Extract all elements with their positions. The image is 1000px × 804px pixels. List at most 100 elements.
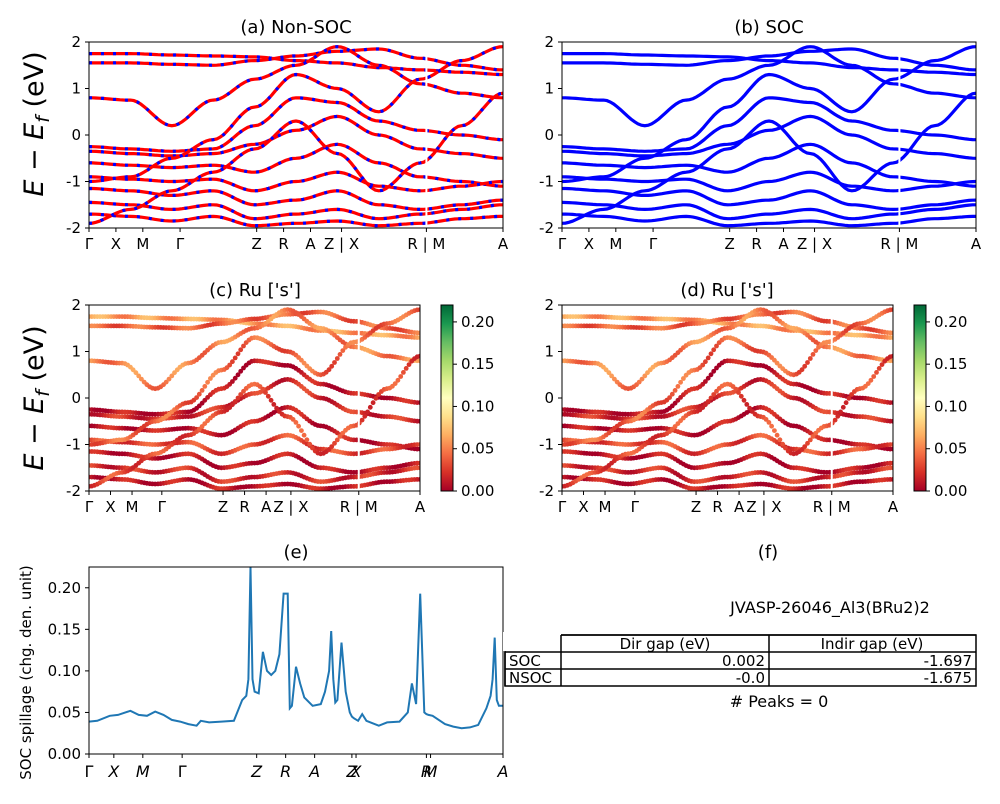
- band-point: [708, 372, 714, 378]
- band-point: [612, 376, 617, 382]
- band-point: [238, 392, 244, 397]
- gap-table-cell: SOC: [509, 652, 541, 670]
- band-line: [562, 200, 976, 221]
- y-tick-label: -2: [66, 219, 81, 237]
- x-tick-label: M: [136, 762, 150, 781]
- band-point: [636, 379, 642, 385]
- band-point: [711, 392, 717, 397]
- band-point: [832, 417, 838, 423]
- band-point: [194, 395, 200, 400]
- band-point: [230, 402, 235, 408]
- panel-title: (e): [283, 542, 308, 563]
- band-line-dashed: [89, 45, 503, 184]
- x-tick-label: R | M: [813, 498, 851, 516]
- x-tick-label: X: [578, 498, 588, 516]
- band-point: [744, 402, 750, 407]
- gap-table-header-blank: [503, 632, 561, 651]
- x-tick-label: A: [778, 235, 789, 253]
- band-point: [802, 363, 808, 369]
- x-tick-label: M: [424, 762, 438, 781]
- x-tick-label: R | M: [340, 498, 378, 516]
- y-tick-label: 1: [544, 80, 554, 98]
- band-point: [417, 335, 420, 340]
- y-tick-label: -2: [66, 482, 81, 500]
- band-point: [711, 368, 717, 374]
- y-tick-label: -1: [539, 173, 554, 191]
- band-point: [846, 395, 852, 401]
- band-point: [274, 405, 279, 411]
- band-point: [890, 460, 893, 466]
- band-point: [340, 348, 346, 353]
- panel-title: (a) Non-SOC: [240, 17, 351, 38]
- band-point: [802, 444, 808, 449]
- band-point: [766, 420, 772, 425]
- y-tick-label: 0.20: [48, 579, 81, 597]
- band-point: [401, 370, 406, 375]
- band-point: [783, 445, 788, 451]
- x-tick-label: R | M: [880, 235, 918, 253]
- band-point: [890, 353, 893, 359]
- plot-area: [562, 307, 893, 491]
- band-point: [417, 307, 420, 312]
- gap-table-header: Dir gap (eV): [620, 635, 711, 653]
- band-point: [202, 384, 208, 389]
- band-point: [769, 423, 774, 429]
- band-point: [807, 356, 813, 361]
- x-tick-label: R: [751, 235, 761, 253]
- band-point: [813, 348, 819, 353]
- band-point: [871, 374, 877, 379]
- band-point: [703, 402, 708, 408]
- band-point: [406, 362, 412, 367]
- band-point: [230, 359, 235, 365]
- band-point: [763, 417, 769, 422]
- y-tick-label: 2: [544, 296, 554, 314]
- band-point: [365, 409, 370, 415]
- x-tick-label: Γ: [85, 762, 94, 781]
- y-tick-label: 0.00: [48, 745, 81, 763]
- band-point: [805, 440, 810, 446]
- x-tick-label: Γ: [649, 235, 658, 253]
- band-point: [417, 330, 420, 336]
- band-point: [642, 373, 648, 379]
- band-point: [326, 367, 332, 373]
- panel-f-compound: JVASP-26046_Al3(BRu2)2: [729, 598, 930, 618]
- band-point: [780, 441, 786, 447]
- band-point: [227, 362, 233, 368]
- x-tick-label: Z: [252, 235, 262, 253]
- y-tick-label: 0.10: [48, 662, 81, 680]
- band-point: [774, 432, 780, 438]
- y-tick-label: -2: [539, 219, 554, 237]
- band-point: [874, 370, 879, 375]
- band-line: [562, 52, 976, 77]
- band-line: [562, 114, 976, 160]
- x-tick-label: Z: [691, 498, 701, 516]
- band-point: [235, 372, 241, 378]
- band-point: [205, 379, 211, 385]
- panel-title: (d) Ru ['s']: [680, 280, 773, 301]
- colorbar-tick-label: 0.00: [461, 482, 494, 500]
- band-line: [89, 52, 503, 77]
- band-line: [562, 45, 976, 184]
- band-point: [843, 400, 849, 406]
- band-point: [293, 420, 299, 425]
- band-point: [705, 375, 711, 381]
- band-line: [89, 142, 503, 188]
- band-line: [89, 212, 503, 228]
- band-point: [332, 440, 337, 446]
- band-point: [163, 379, 169, 385]
- band-point: [395, 377, 401, 383]
- x-tick-label: X: [584, 235, 594, 253]
- band-point: [417, 418, 420, 424]
- y-tick-label: -1: [539, 436, 554, 454]
- band-point: [329, 363, 335, 369]
- band-line: [89, 91, 503, 225]
- y-tick-label: 1: [71, 343, 81, 361]
- gap-table-cell: 0.002: [722, 652, 765, 670]
- band-point: [136, 373, 142, 379]
- colorbar: [913, 304, 927, 492]
- band-point: [310, 445, 315, 451]
- band-point: [890, 446, 893, 452]
